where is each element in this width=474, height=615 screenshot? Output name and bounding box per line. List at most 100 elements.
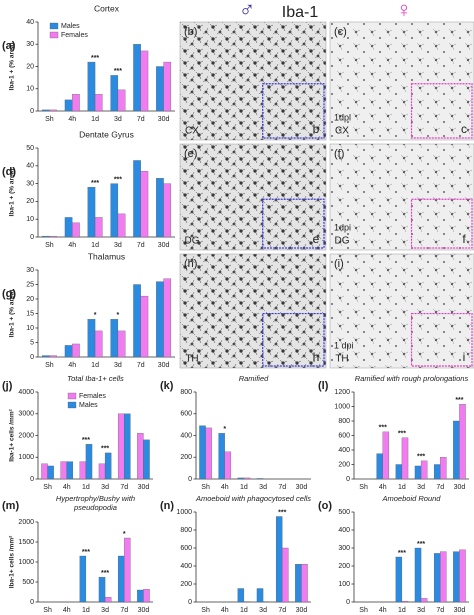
bar <box>64 217 73 238</box>
y-tick-label: 0 <box>188 476 192 483</box>
panel-label: (f) <box>334 148 344 160</box>
bar <box>440 457 447 480</box>
y-tick-label: 0 <box>346 476 350 483</box>
y-tick-label: 200 <box>338 563 350 570</box>
y-axis-label: Iba-1+ cells /mm² <box>9 408 16 461</box>
panel-label: (a) <box>2 40 16 52</box>
y-tick-label: 2000 <box>18 432 34 439</box>
inset <box>262 198 325 249</box>
chart-title: Amoeboid with phagocytosed cells <box>195 494 311 503</box>
y-tick-label: 400 <box>180 432 192 439</box>
y-tick-label: 20 <box>26 63 34 70</box>
bar <box>453 551 460 603</box>
x-tick-label: 30d <box>138 607 150 614</box>
y-tick-label: 0 <box>30 476 34 483</box>
bar <box>395 556 403 603</box>
x-tick-label: 3d <box>101 484 109 491</box>
bar <box>72 343 80 358</box>
x-tick-label: 4h <box>221 607 229 614</box>
significance: * <box>117 312 120 319</box>
x-tick-label: 4h <box>221 484 229 491</box>
y-tick-label: 400 <box>338 447 350 454</box>
significance: *** <box>417 541 425 548</box>
inset-label: h <box>313 350 320 364</box>
legend-swatch <box>49 31 59 39</box>
y-tick-label: 50 <box>26 145 34 152</box>
significance: *** <box>91 180 99 187</box>
x-tick-label: 1d <box>82 484 90 491</box>
panel-label: (d) <box>2 166 16 178</box>
y-tick-label: 0 <box>30 108 34 115</box>
x-tick-label: Sh <box>45 362 54 369</box>
significance: * <box>123 531 126 538</box>
bar <box>117 413 125 480</box>
bar <box>140 170 149 238</box>
inset-label: i <box>463 350 466 364</box>
panel-label: (b) <box>184 26 197 38</box>
y-tick-label: 600 <box>180 545 192 552</box>
chart-title: Hypertrophy/Bushy with <box>56 494 135 503</box>
chart-title: Amoeboid Round <box>382 494 442 503</box>
bar <box>163 278 172 358</box>
significance: *** <box>278 509 286 516</box>
x-tick-label: 7d <box>436 484 444 491</box>
bar <box>133 160 141 238</box>
inset <box>410 312 473 367</box>
y-tick-label: 10 <box>26 216 34 223</box>
x-tick-label: Sh <box>45 242 54 249</box>
inset <box>262 312 325 367</box>
significance: *** <box>101 446 109 453</box>
panel-label: (i) <box>334 258 344 270</box>
significance: *** <box>398 431 406 438</box>
y-tick-label: 30 <box>26 180 34 187</box>
x-tick-label: 30d <box>138 484 150 491</box>
y-tick-label: 0 <box>188 599 192 606</box>
bar <box>94 217 103 238</box>
bar <box>98 463 106 480</box>
y-tick-label: 1000 <box>18 559 34 566</box>
chart-title: Ramified with rough prolongations <box>355 374 469 383</box>
x-tick-label: 4h <box>379 607 387 614</box>
bar <box>79 555 87 603</box>
bar <box>433 553 441 603</box>
bar <box>218 433 225 480</box>
x-tick-label: 7d <box>278 607 286 614</box>
y-tick-label: 600 <box>180 411 192 418</box>
chart-title: Cortex <box>94 3 120 13</box>
bar <box>49 235 57 238</box>
bar <box>459 549 466 603</box>
panel-label: (e) <box>184 148 197 160</box>
bar <box>117 89 126 112</box>
bar <box>110 75 119 112</box>
panel-label: (j) <box>2 380 13 392</box>
bar <box>420 598 428 603</box>
x-tick-label: 3d <box>417 484 425 491</box>
bar <box>87 187 96 238</box>
chart-title: Total Iba-1+ cells <box>67 374 124 383</box>
y-tick-label: 1200 <box>334 389 350 396</box>
bar <box>414 547 422 603</box>
y-tick-label: 25 <box>26 281 34 288</box>
bar <box>382 431 390 480</box>
bar <box>133 284 141 358</box>
significance: *** <box>417 454 425 461</box>
bar <box>156 66 164 112</box>
bar <box>205 427 212 480</box>
bar <box>395 464 403 480</box>
y-tick-label: 1000 <box>18 454 34 461</box>
male-symbol: ♂ <box>239 0 256 22</box>
legend-label: Females <box>61 32 88 39</box>
x-tick-label: Sh <box>359 607 368 614</box>
bar <box>163 183 172 238</box>
y-tick-label: 600 <box>338 432 350 439</box>
y-tick-label: 1500 <box>18 539 34 546</box>
y-tick-label: 40 <box>26 19 34 26</box>
time-label: 1dpi <box>334 222 351 232</box>
x-tick-label: 7d <box>436 607 444 614</box>
y-tick-label: 10 <box>26 86 34 93</box>
x-tick-label: 3d <box>114 116 122 123</box>
inset-label: f <box>462 232 466 246</box>
inset <box>410 198 473 249</box>
x-tick-label: 4h <box>68 242 76 249</box>
x-tick-label: 3d <box>114 362 122 369</box>
